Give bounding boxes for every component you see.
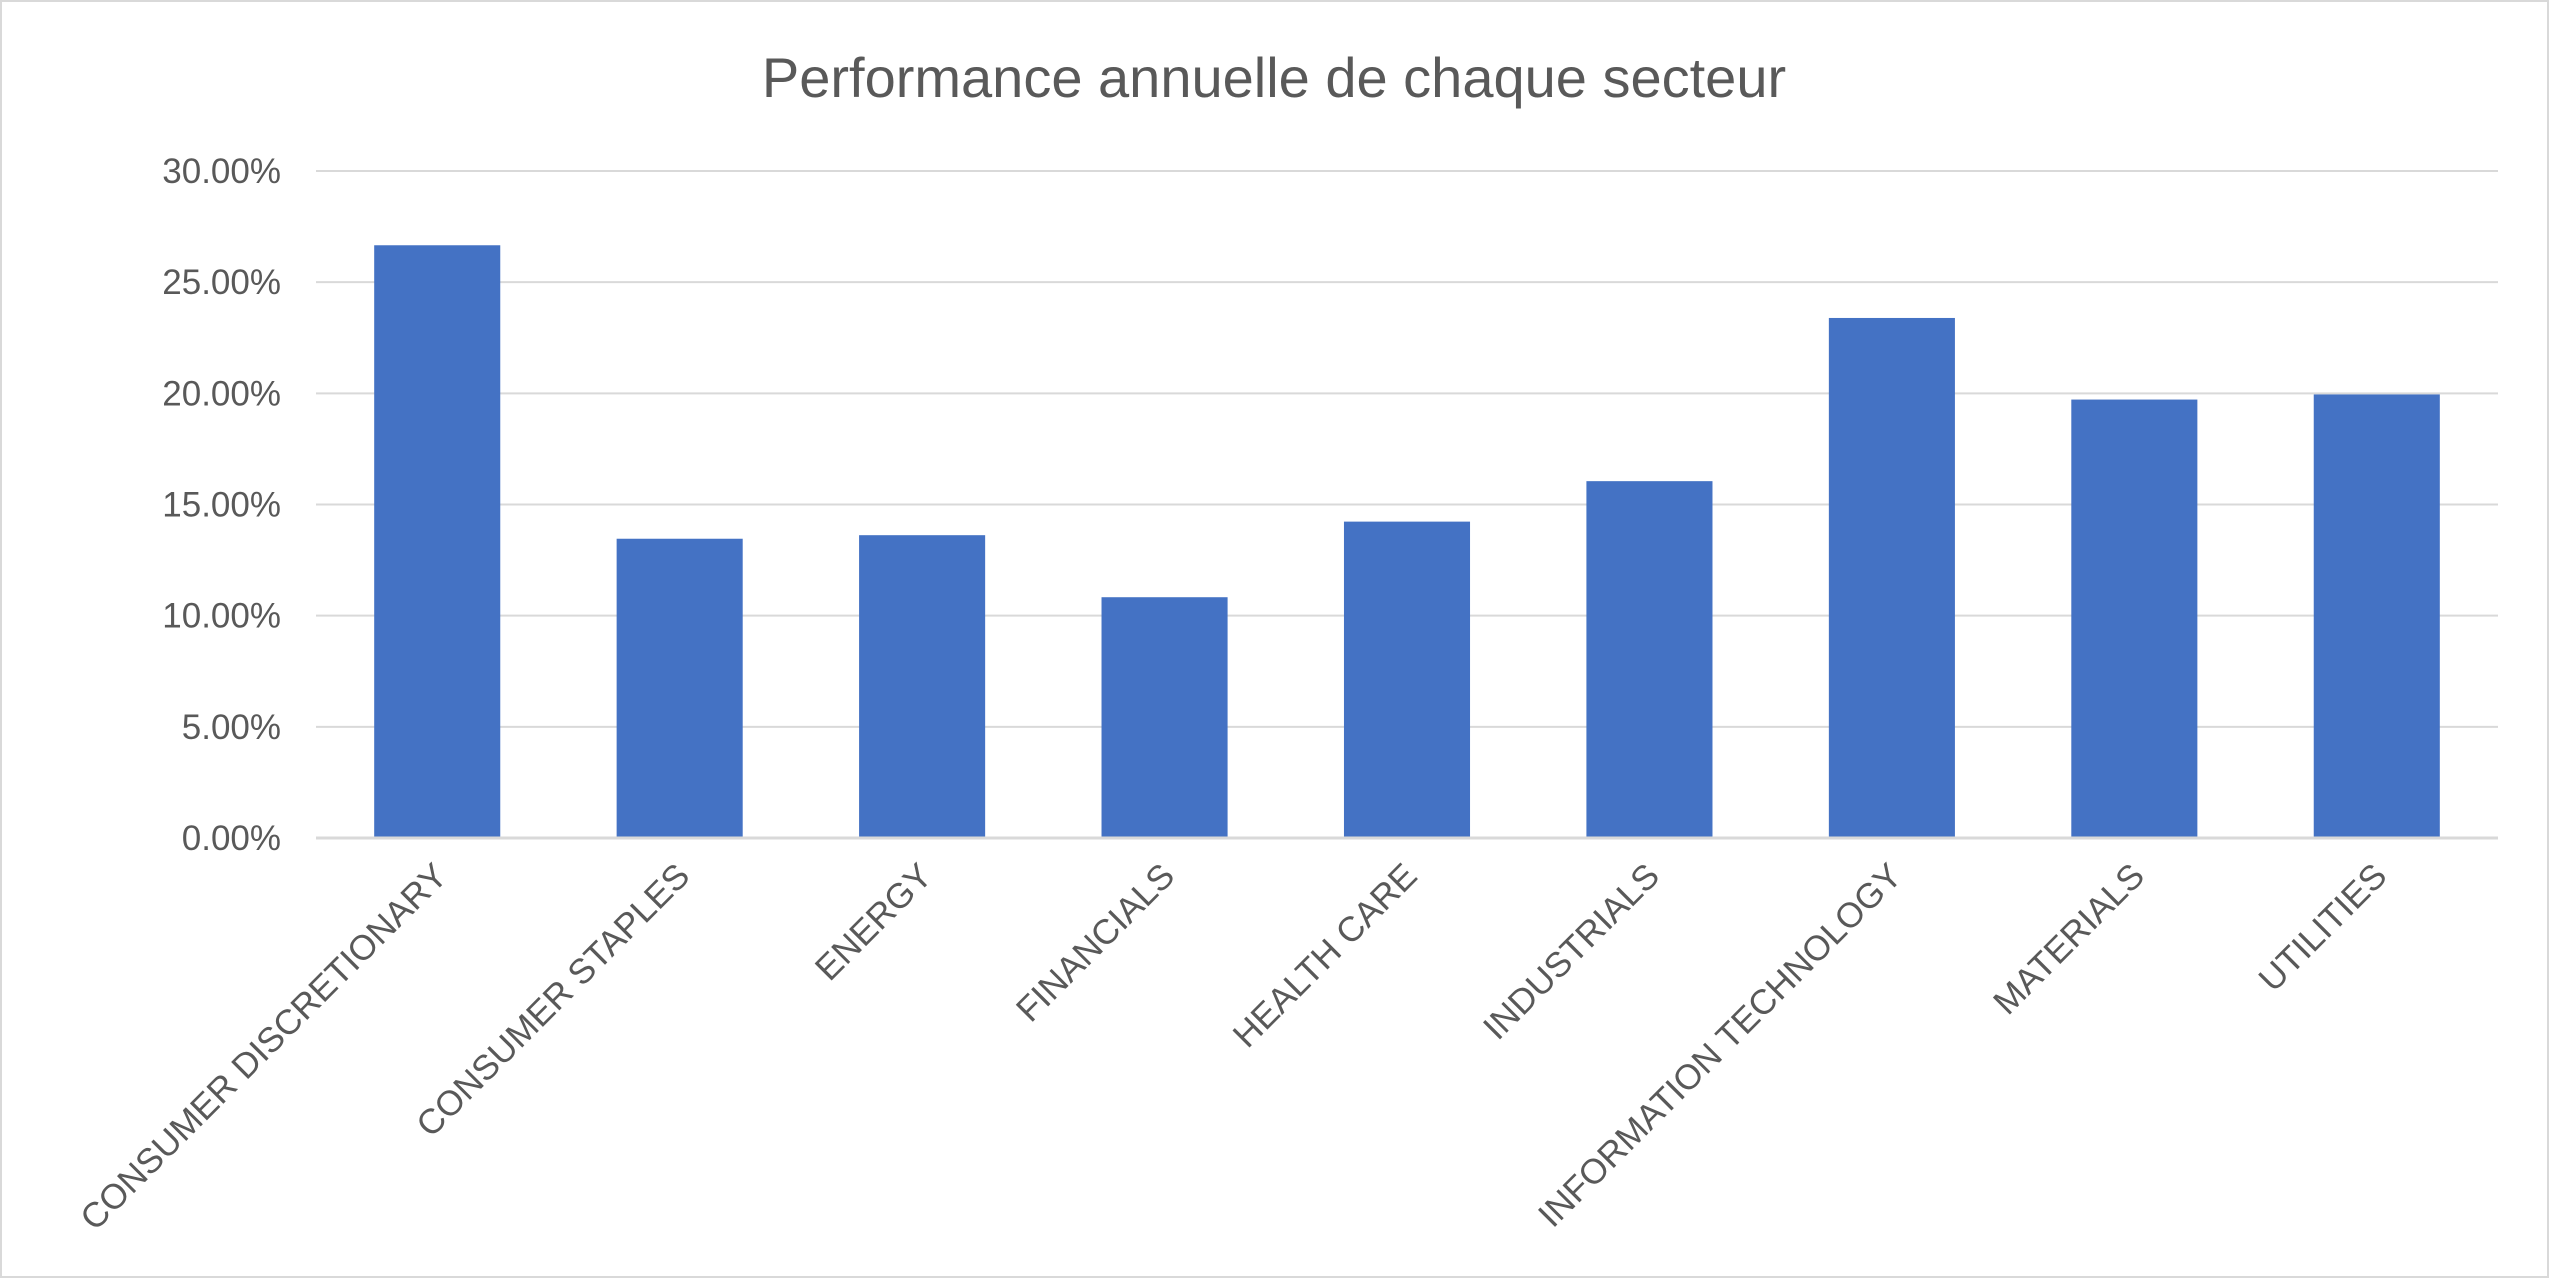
bar <box>1586 481 1713 838</box>
bar <box>616 538 743 838</box>
x-tick-label: MATERIALS <box>1986 856 2152 1022</box>
bar <box>2313 394 2440 838</box>
y-tick-label: 5.00% <box>182 708 281 747</box>
chart-title: Performance annuelle de chaque secteur <box>762 46 1786 109</box>
x-tick-label: CONSUMER STAPLES <box>409 856 697 1144</box>
y-tick-label: 15.00% <box>162 486 281 525</box>
x-tick-label: UTILITIES <box>2251 856 2394 999</box>
x-tick-label: INDUSTRIALS <box>1476 856 1667 1047</box>
bar <box>1101 597 1228 838</box>
bar <box>1343 521 1471 838</box>
x-tick-label: CONSUMER DISCRETIONARY <box>73 856 455 1238</box>
y-tick-label: 20.00% <box>162 374 281 413</box>
x-tick-label: FINANCIALS <box>1009 856 1182 1029</box>
y-tick-label: 25.00% <box>162 263 281 302</box>
bar <box>2071 399 2198 838</box>
bar <box>859 535 986 838</box>
y-tick-label: 10.00% <box>162 597 281 636</box>
y-tick-label: 30.00% <box>162 152 281 191</box>
bar <box>1828 317 1955 838</box>
x-tick-label: ENERGY <box>808 856 940 988</box>
y-tick-label: 0.00% <box>182 819 281 858</box>
bars <box>374 245 2440 838</box>
bar <box>374 245 501 838</box>
x-tick-label: HEALTH CARE <box>1226 856 1425 1055</box>
y-axis-labels: 0.00% 5.00% 10.00% 15.00% 20.00% 25.00% 30.00% <box>162 152 281 858</box>
